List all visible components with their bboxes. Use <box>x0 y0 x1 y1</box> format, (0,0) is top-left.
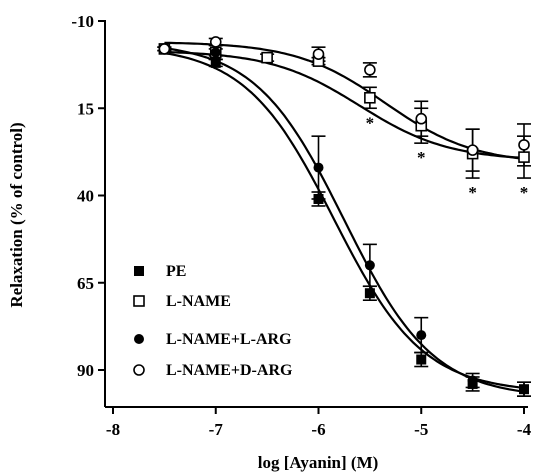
data-point-l-name-d-arg <box>415 112 428 125</box>
data-point-l-name-l-arg <box>519 384 529 395</box>
legend-item-pe: PE <box>134 263 186 280</box>
significance-star: * <box>417 148 426 167</box>
x-tick-label: -4 <box>517 420 532 439</box>
x-tick-label: -6 <box>311 420 325 439</box>
legend-item-l-name: L-NAME <box>133 293 231 310</box>
legend-item-l-name-d-arg: L-NAME+D-ARG <box>133 362 293 379</box>
legend-label-l-name-l-arg: L-NAME+L-ARG <box>166 331 292 348</box>
data-point-l-name <box>364 91 376 104</box>
legend-label-l-name: L-NAME <box>166 293 231 310</box>
legend-marker-filled-square <box>134 266 144 276</box>
y-tick-label: 65 <box>77 274 94 293</box>
fit-curve-4 <box>164 41 525 160</box>
significance-star: * <box>520 183 529 202</box>
data-point-l-name <box>261 51 273 64</box>
significance-star: * <box>366 113 375 132</box>
fit-curve-3 <box>164 47 525 393</box>
data-point-l-name-d-arg <box>158 43 171 55</box>
significance-star: * <box>468 183 477 202</box>
data-points <box>158 36 530 395</box>
data-point-pe <box>210 57 221 68</box>
data-point-l-name <box>518 151 530 163</box>
x-tick-label: -5 <box>414 420 428 439</box>
legend: PE L-NAME L-NAME+L-ARG L-NAME+D-ARG <box>133 263 293 379</box>
y-tick-label: 15 <box>77 99 94 118</box>
data-point-l-name-d-arg <box>312 48 325 60</box>
data-point-l-name-d-arg <box>466 144 479 156</box>
legend-label-l-name-d-arg: L-NAME+D-ARG <box>166 362 293 379</box>
x-axis-ticks: -8 -7 -6 -5 -4 <box>106 407 532 439</box>
legend-marker-filled-circle <box>134 334 144 344</box>
data-point-pe <box>364 288 375 299</box>
fit-curves <box>164 41 525 393</box>
data-point-l-name-l-arg <box>313 162 324 173</box>
data-point-l-name-l-arg <box>364 260 375 271</box>
legend-marker-open-square <box>133 295 145 307</box>
data-point-pe <box>416 354 427 365</box>
legend-label-pe: PE <box>166 263 186 280</box>
y-axis-ticks: -10 15 40 65 90 <box>71 12 105 380</box>
x-tick-label: -8 <box>106 420 120 439</box>
fit-curve-2 <box>164 50 525 159</box>
data-point-pe <box>313 193 324 204</box>
y-tick-label: -10 <box>71 12 94 31</box>
y-tick-label: 90 <box>77 361 94 380</box>
data-point-l-name-l-arg <box>467 375 478 386</box>
data-point-l-name-d-arg <box>209 36 222 48</box>
y-tick-label: 40 <box>77 187 94 206</box>
x-axis-title: log [Ayanin] (M) <box>258 453 379 472</box>
legend-item-l-name-l-arg: L-NAME+L-ARG <box>134 331 292 348</box>
data-point-l-name-d-arg <box>518 139 530 151</box>
y-axis-title: Relaxation (% of control) <box>7 122 26 307</box>
data-point-l-name-d-arg <box>364 64 376 76</box>
data-point-l-name-l-arg <box>416 330 427 341</box>
significance-markers: * * * * <box>366 113 529 202</box>
data-point-l-name-l-arg <box>210 47 221 58</box>
x-tick-label: -7 <box>209 420 224 439</box>
legend-marker-open-circle <box>133 364 145 376</box>
